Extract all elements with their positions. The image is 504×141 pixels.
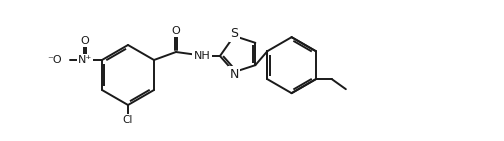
Text: N⁺: N⁺	[78, 55, 92, 65]
Text: S: S	[230, 27, 238, 40]
Text: NH: NH	[194, 51, 210, 61]
Text: O: O	[171, 26, 180, 36]
Text: N: N	[229, 68, 239, 81]
Text: O: O	[81, 36, 89, 46]
Text: ⁻O: ⁻O	[47, 55, 62, 65]
Text: Cl: Cl	[123, 115, 133, 125]
